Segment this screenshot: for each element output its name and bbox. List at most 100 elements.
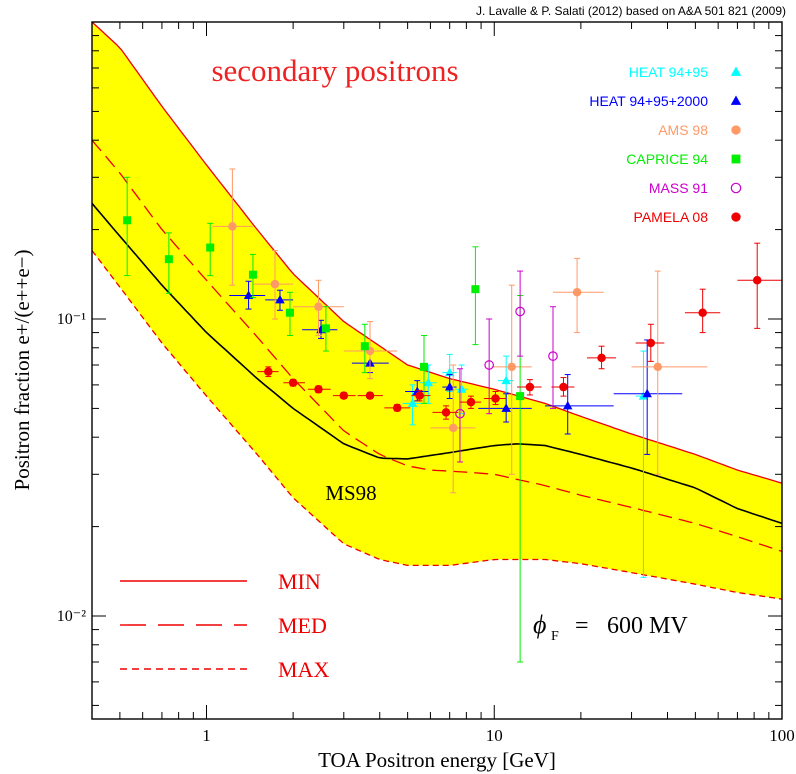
data-point [551, 377, 575, 397]
marker [228, 222, 237, 231]
marker [407, 398, 418, 407]
marker [285, 308, 294, 317]
plot-area [92, 22, 782, 663]
data-point [206, 222, 215, 277]
marker [444, 367, 455, 377]
legend-label: PAMELA 08 [634, 209, 709, 225]
data-point [430, 364, 476, 494]
marker [471, 285, 480, 294]
data-point [484, 318, 495, 415]
data-point [411, 389, 431, 402]
max-curve [92, 250, 782, 600]
legend-marker [730, 66, 742, 76]
marker [646, 338, 656, 348]
data-point [307, 385, 331, 394]
line-legend: MIN MED MAX [120, 569, 329, 682]
marker [559, 382, 568, 392]
data-points [123, 168, 782, 663]
axis-ticks: 1 10 100 10⁻¹ 10⁻² [57, 21, 795, 745]
marker [698, 308, 707, 317]
series-legend: HEAT 94+95 HEAT 94+95+2000 AMS 98 CAPRICE 9… [589, 64, 742, 225]
data-point [248, 253, 257, 299]
data-point [684, 288, 721, 334]
marker [339, 391, 349, 400]
marker [288, 378, 298, 388]
data-point [432, 405, 459, 420]
y-axis-label: Positron fraction e+/(e++e−) [10, 250, 34, 491]
marker [484, 360, 495, 370]
marker [456, 384, 467, 393]
uncertainty-band [92, 22, 782, 600]
marker [248, 270, 257, 279]
phi-value: 600 MV [607, 613, 688, 639]
marker [507, 362, 516, 372]
y-tick-label: 10⁻² [57, 608, 86, 625]
marker [206, 243, 215, 252]
legend-label: AMS 98 [658, 122, 708, 138]
data-point [164, 232, 173, 294]
marker [455, 408, 465, 419]
marker [515, 306, 525, 317]
marker [501, 403, 511, 412]
marker [321, 324, 330, 333]
equals-sign: = [575, 613, 589, 639]
data-point [283, 378, 306, 388]
data-point [321, 306, 330, 352]
data-point [544, 374, 614, 435]
marker [597, 353, 606, 363]
data-point [635, 323, 665, 362]
data-point [548, 306, 558, 409]
data-point [454, 364, 468, 415]
data-point [459, 395, 482, 409]
marker [423, 377, 434, 387]
marker [653, 362, 663, 372]
med-curve [92, 139, 782, 553]
data-point [343, 321, 398, 380]
data-point [613, 339, 683, 455]
data-point [420, 334, 429, 404]
data-point [123, 176, 132, 277]
legend-marker [730, 182, 742, 194]
series-ams-98 [212, 168, 708, 494]
data-point [455, 368, 465, 463]
legend-marker [731, 125, 741, 135]
marker [466, 397, 476, 407]
legend-marker [731, 212, 741, 222]
marker [264, 367, 273, 376]
legend-label: CAPRICE 94 [626, 151, 708, 167]
data-point [360, 323, 369, 374]
marker [270, 279, 280, 289]
marker [314, 302, 323, 311]
legend-marker [730, 95, 742, 105]
data-point [552, 257, 604, 334]
marker [572, 288, 582, 297]
marker [392, 403, 402, 413]
data-point [471, 246, 480, 346]
series-heat-94-95-2000 [229, 280, 683, 455]
legend-marker [731, 154, 741, 164]
marker [420, 362, 429, 371]
data-point [265, 289, 294, 311]
series-pamela-08 [257, 242, 782, 420]
data-point [285, 291, 294, 336]
marker [642, 388, 652, 398]
marker [123, 216, 132, 225]
line-legend-label: MAX [278, 657, 329, 682]
data-point [384, 403, 411, 413]
marker [243, 290, 254, 299]
marker [501, 375, 511, 385]
marker [448, 423, 458, 433]
chart-title: secondary positrons [211, 53, 458, 88]
phi-subscript: F [551, 629, 559, 644]
data-point [357, 391, 383, 400]
marker [365, 391, 375, 400]
data-point [515, 270, 525, 357]
data-point [332, 391, 356, 400]
marker [491, 394, 500, 403]
marker [562, 400, 573, 410]
phi-label: ϕ F = 600 MV [533, 610, 688, 644]
data-point [252, 250, 294, 320]
credit-text: J. Lavalle & P. Salati (2012) based on A… [476, 4, 786, 18]
data-point [293, 279, 344, 336]
